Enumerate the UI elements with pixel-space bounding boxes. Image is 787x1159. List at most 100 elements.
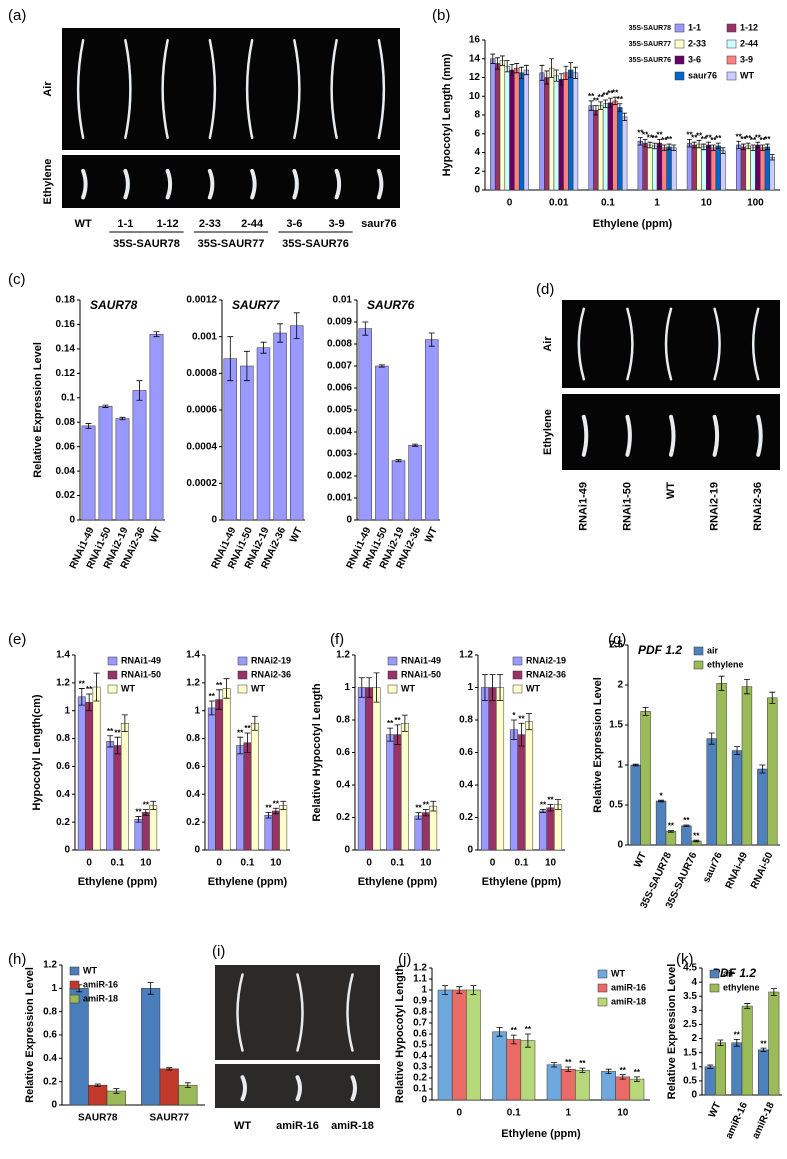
error-bar <box>518 722 525 747</box>
y-tick-label: 1 <box>51 983 57 994</box>
group-label: 35S-SAUR77 <box>198 238 265 250</box>
error-bar <box>86 693 93 712</box>
seedling <box>123 168 130 200</box>
significance: ** <box>387 719 394 728</box>
error-bar <box>652 142 658 150</box>
y-tick-label: 0 <box>467 845 473 856</box>
y-tick-label: 0.2 <box>459 812 473 823</box>
bar <box>141 812 150 851</box>
group-label: 35S-SAUR76 <box>282 238 349 250</box>
y-tick-label: 1.2 <box>413 963 427 974</box>
x-tick-label: 10 <box>701 198 713 209</box>
panel-label: (i) <box>212 943 225 960</box>
error-bar <box>769 153 775 161</box>
error-bar <box>208 700 215 716</box>
y-tick-label: 0.008 <box>327 339 352 350</box>
significance: ** <box>237 728 244 737</box>
significance: ** <box>652 134 659 143</box>
bar <box>386 734 395 851</box>
error-bar <box>456 986 463 994</box>
error-bar <box>707 1064 714 1069</box>
photo-label: 1-12 <box>157 218 179 230</box>
error-bar <box>85 423 92 429</box>
bar <box>767 697 778 846</box>
x-tick-label: WT <box>632 851 649 870</box>
error-bar <box>549 58 554 78</box>
y-tick-label: 2.5 <box>609 640 623 651</box>
seedling <box>626 307 634 381</box>
legend-label: 3-6 <box>688 54 701 64</box>
x-tick-label: WT <box>288 526 305 545</box>
significance: ** <box>588 92 595 101</box>
legend-swatch <box>597 969 608 979</box>
photo <box>62 155 400 208</box>
legend-label: air <box>707 645 719 655</box>
bar <box>490 58 496 191</box>
error-bar <box>428 332 435 347</box>
significance: ** <box>701 135 708 144</box>
bar <box>563 72 569 191</box>
panel-label: (d) <box>536 281 554 298</box>
bar <box>243 742 252 851</box>
bar <box>715 1042 726 1096</box>
bar <box>731 750 743 846</box>
error-bar <box>619 1074 626 1080</box>
error-bar <box>593 105 599 116</box>
panel-label: (j) <box>398 951 411 968</box>
error-bar <box>547 804 554 812</box>
legend-group-label: 35S-SAUR76 <box>629 57 672 64</box>
y-tick-label: 1.1 <box>413 974 427 985</box>
y-tick-label: 4.5 <box>683 963 697 974</box>
error-bar <box>711 144 716 152</box>
legend-label: WT <box>401 683 415 693</box>
error-bar <box>497 674 504 701</box>
row-label: Air <box>542 336 554 352</box>
row-label: Ethylene <box>542 409 554 455</box>
bar <box>593 110 599 191</box>
photo <box>215 965 380 1060</box>
seedling <box>293 38 301 140</box>
legend-label: amiR-18 <box>611 996 646 1006</box>
y-tick-label: 0.0012 <box>186 295 217 306</box>
bar <box>85 702 94 851</box>
legend-label: WT <box>611 968 625 978</box>
significance: ** <box>415 804 422 813</box>
error-bar <box>524 1033 531 1048</box>
error-bar <box>395 459 402 463</box>
legend-label: 3-9 <box>740 54 753 64</box>
y-tick-label: 10 <box>469 91 481 102</box>
bar <box>134 819 143 851</box>
bar <box>279 805 288 851</box>
y-tick-label: 0.003 <box>327 449 352 460</box>
y-tick-label: 1 <box>64 705 70 716</box>
y-tick-label: 0 <box>474 185 480 196</box>
significance: ** <box>216 681 223 690</box>
error-bar <box>736 140 742 150</box>
seedling <box>296 973 304 1052</box>
x-tick-label: WT <box>707 1101 724 1120</box>
x-tick-label: 1 <box>565 1108 571 1119</box>
error-bar <box>720 147 726 154</box>
error-bar <box>642 138 648 148</box>
bar <box>424 339 439 521</box>
error-bar <box>647 141 653 149</box>
x-tick-label: 0 <box>366 858 372 869</box>
bar <box>525 721 534 851</box>
significance: ** <box>593 97 600 106</box>
legend-swatch <box>709 969 720 979</box>
error-bar <box>523 64 529 76</box>
legend-swatch <box>69 966 80 976</box>
bar <box>499 60 506 191</box>
y-tick-label: 0.02 <box>56 490 76 501</box>
bar <box>696 143 702 191</box>
significance: ** <box>607 89 614 98</box>
error-bar <box>718 675 725 691</box>
legend-swatch <box>597 997 608 1007</box>
significance: ** <box>547 796 554 805</box>
bar <box>215 699 224 851</box>
legend-swatch <box>387 656 398 666</box>
bar <box>741 1005 753 1096</box>
panel-label: (f) <box>330 631 344 648</box>
x-tick-label: 1 <box>654 198 660 209</box>
bar <box>735 144 742 191</box>
